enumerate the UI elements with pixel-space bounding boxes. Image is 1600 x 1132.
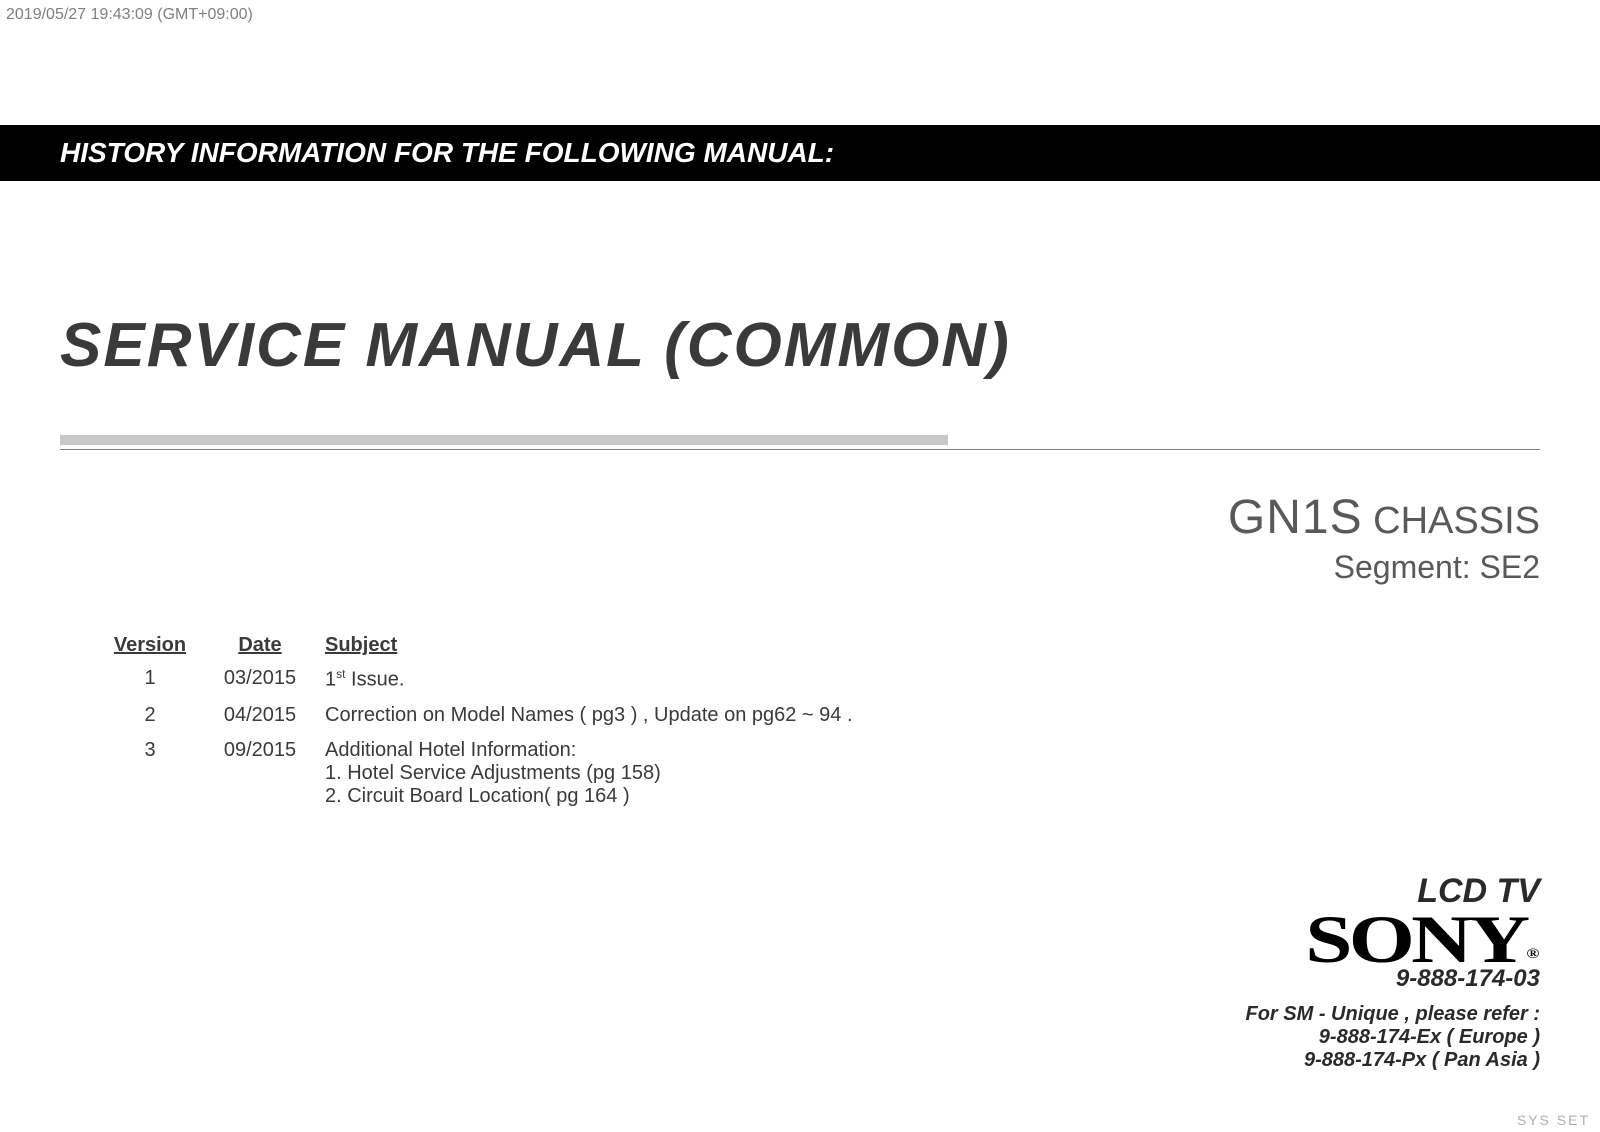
divider-rule xyxy=(60,432,1540,450)
chassis-line: GN1S CHASSIS xyxy=(1228,490,1540,545)
chassis-code: GN1S xyxy=(1228,491,1363,544)
history-table: Version Date Subject 1 03/2015 1st Issue… xyxy=(95,630,1075,814)
table-row: 2 04/2015 Correction on Model Names ( pg… xyxy=(95,698,1075,733)
sys-set-label: SYS SET xyxy=(1517,1112,1590,1128)
refer-line: For SM - Unique , please refer : xyxy=(1245,1003,1540,1026)
cell-version: 1 xyxy=(95,661,205,698)
sony-logo: SONY® xyxy=(1172,911,1540,969)
registered-mark: ® xyxy=(1527,947,1540,962)
cell-date: 04/2015 xyxy=(205,698,315,733)
timestamp-label: 2019/05/27 19:43:09 (GMT+09:00) xyxy=(6,6,253,24)
main-title: SERVICE MANUAL (COMMON) xyxy=(60,310,1011,381)
cell-version: 3 xyxy=(95,733,205,814)
cell-date: 03/2015 xyxy=(205,661,315,698)
cell-date: 09/2015 xyxy=(205,733,315,814)
cell-subject: Correction on Model Names ( pg3 ) , Upda… xyxy=(315,698,1075,733)
subject-line1: 1. Hotel Service Adjustments (pg 158) xyxy=(325,762,1065,785)
cell-subject: Additional Hotel Information: 1. Hotel S… xyxy=(315,733,1075,814)
ref-panasia: 9-888-174-Px ( Pan Asia ) xyxy=(1245,1049,1540,1072)
col-header-version: Version xyxy=(95,630,205,661)
subject-main: Additional Hotel Information: xyxy=(325,739,1065,762)
table-row: 3 09/2015 Additional Hotel Information: … xyxy=(95,733,1075,814)
table-header-row: Version Date Subject xyxy=(95,630,1075,661)
chassis-label: CHASSIS xyxy=(1373,500,1540,542)
segment-line: Segment: SE2 xyxy=(1228,549,1540,586)
chassis-block: GN1S CHASSIS Segment: SE2 xyxy=(1228,490,1540,586)
header-bar: HISTORY INFORMATION FOR THE FOLLOWING MA… xyxy=(0,125,1600,181)
ref-europe: 9-888-174-Ex ( Europe ) xyxy=(1245,1026,1540,1049)
cell-subject: 1st Issue. xyxy=(315,661,1075,698)
brand-text: SONY xyxy=(1306,901,1527,977)
rule-thick xyxy=(60,435,948,445)
rule-thin xyxy=(60,449,1540,450)
table-row: 1 03/2015 1st Issue. xyxy=(95,661,1075,698)
col-header-subject: Subject xyxy=(315,630,1075,661)
col-header-date: Date xyxy=(205,630,315,661)
subject-line2: 2. Circuit Board Location( pg 164 ) xyxy=(325,785,1065,808)
subject-post: Issue. xyxy=(345,669,404,691)
subject-pre: 1 xyxy=(325,669,336,691)
footer-block: LCD TV SONY® 9-888-174-03 For SM - Uniqu… xyxy=(1245,872,1540,1072)
cell-version: 2 xyxy=(95,698,205,733)
